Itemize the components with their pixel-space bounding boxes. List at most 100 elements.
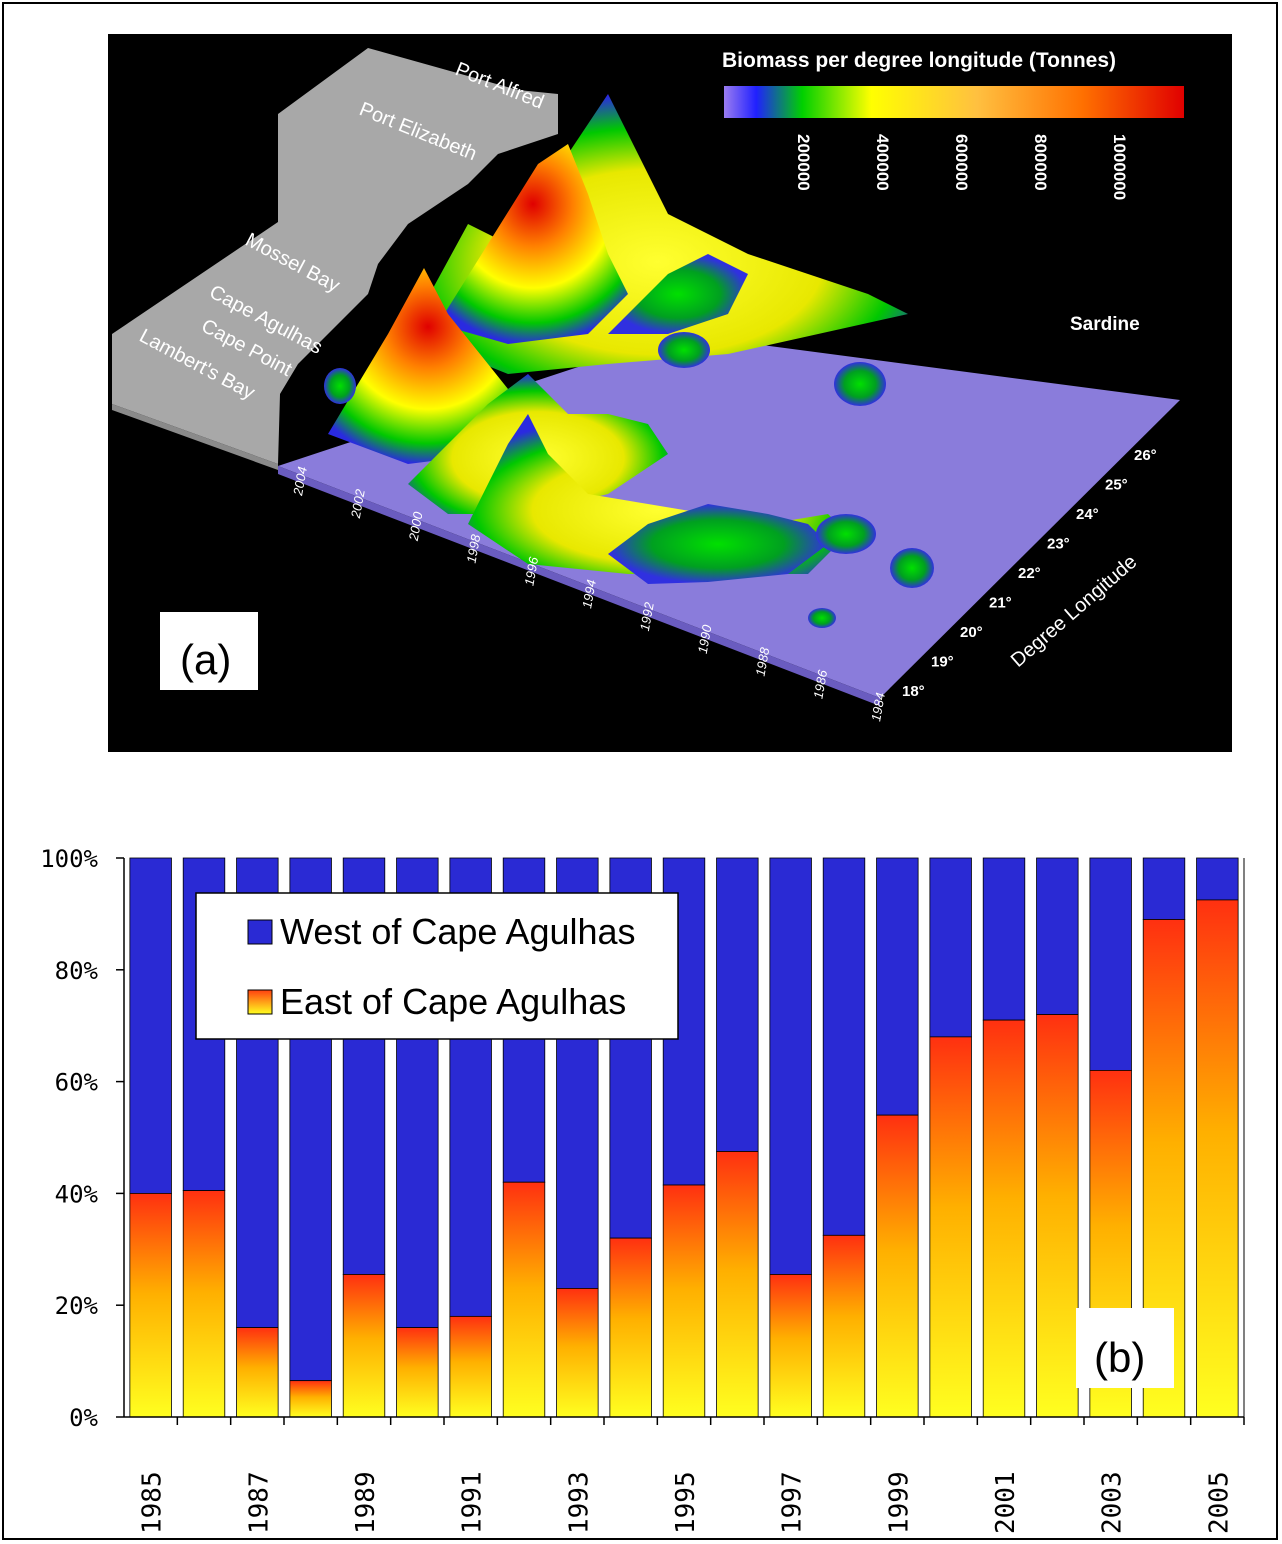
peak-red-pe [438, 144, 628, 344]
panel-a-label: (a) [180, 636, 231, 683]
y-axis: 0% 20% 40% 60% 80% 100% [40, 845, 125, 1432]
year-tick-label: 1994 [579, 578, 599, 609]
panel-a-label-box [160, 612, 258, 690]
bar-west [929, 857, 972, 1038]
bar-east [982, 1019, 1026, 1418]
year-tick-label: 1992 [637, 600, 657, 632]
bar-east [716, 1151, 759, 1418]
longitude-tick-label: 20° [960, 624, 983, 641]
colorbar-tick-label: 400000 [873, 134, 892, 191]
colorbar-tick-label: 1000000 [1110, 134, 1129, 200]
bar-east [289, 1380, 332, 1418]
bar-east [396, 1327, 439, 1418]
bar-east [342, 1274, 386, 1418]
year-tick-label: 2000 [406, 510, 426, 543]
x-tick-label: 1989 [351, 1471, 381, 1534]
colorbar-tick-label: 200000 [794, 134, 813, 191]
x-tick-label: 1997 [778, 1471, 808, 1534]
bump-5 [324, 368, 356, 404]
x-tick-label: 1991 [458, 1471, 488, 1534]
longitude-tick-label: 23° [1047, 536, 1070, 553]
longitude-tick-label: 22° [1018, 565, 1041, 582]
legend [195, 892, 679, 1040]
bar-east [822, 1234, 866, 1418]
year-tick-label: 1990 [695, 623, 715, 655]
y-tick-label: 0% [69, 1404, 98, 1432]
longitude-axis: 18° 19° 20° 21° 22° 23° 24° 25° 26° [902, 447, 1157, 700]
bar-east [876, 1114, 919, 1418]
bar-chart: 0% 20% 40% 60% 80% 100% 1985 1987 1989 1991 1993 1… [40, 845, 1245, 1534]
x-tick-label: 2005 [1204, 1471, 1234, 1534]
year-tick-label: 1986 [810, 668, 830, 700]
year-axis: 2004 2002 2000 1998 1996 1994 1992 1990 1988 1986… [290, 465, 888, 722]
x-tick-label: 1993 [564, 1471, 594, 1534]
colorbar-tick-label: 600000 [952, 134, 971, 191]
bar-west [1142, 857, 1186, 920]
x-tick-label: 1999 [884, 1471, 914, 1534]
bar-east [236, 1327, 279, 1418]
colorbar [724, 86, 1184, 118]
legend-east-swatch [247, 989, 273, 1015]
colorbar-ticks: 200000 400000 600000 800000 1000000 [794, 134, 1129, 200]
colorbar-tick-label: 800000 [1031, 134, 1050, 191]
longitude-tick-label: 18° [902, 683, 925, 700]
panel-b-bar-chart: 0% 20% 40% 60% 80% 100% 1985 1987 1989 1991 1993 1… [0, 820, 1282, 1544]
bar-west [1036, 857, 1079, 1015]
bar-east [556, 1288, 599, 1418]
bump-2 [834, 362, 886, 406]
year-tick-label: 1996 [521, 555, 541, 587]
y-tick-label: 100% [40, 845, 98, 873]
bar-west [876, 857, 919, 1116]
longitude-tick-label: 26° [1134, 447, 1157, 464]
x-tick-label: 1987 [244, 1471, 274, 1534]
year-tick-label: 1998 [464, 532, 484, 564]
y-tick-label: 20% [55, 1292, 99, 1320]
bar-east [929, 1036, 972, 1418]
panel-b-label-box [1076, 1308, 1174, 1388]
bar-west [1089, 857, 1132, 1071]
panel-b-label: (b) [1094, 1334, 1145, 1381]
year-tick-label: 1988 [753, 645, 773, 677]
legend-west-label: West of Cape Agulhas [280, 911, 636, 952]
bump-3 [890, 548, 934, 588]
x-axis: 1985 1987 1989 1991 1993 1995 1997 1999 2001 2003… [124, 1416, 1245, 1534]
ridge-near-2 [608, 504, 828, 584]
land-shape [112, 48, 558, 464]
colorbar-title: Biomass per degree longitude (Tonnes) [722, 49, 1116, 72]
y-tick-label: 60% [55, 1069, 99, 1097]
bump-1 [658, 332, 710, 368]
bar-east [609, 1237, 652, 1418]
x-tick-label: 2001 [991, 1471, 1021, 1534]
bar-east [182, 1190, 226, 1418]
y-tick-label: 80% [55, 957, 99, 985]
x-tick-label: 1985 [138, 1471, 168, 1534]
longitude-tick-label: 19° [931, 654, 954, 671]
bar-east [502, 1181, 546, 1418]
legend-east-label: East of Cape Agulhas [280, 981, 626, 1022]
year-tick-label: 2004 [290, 465, 310, 497]
legend-west-swatch [247, 919, 273, 945]
year-tick-label: 2002 [348, 487, 368, 520]
bar-west [822, 857, 866, 1236]
x-tick-label: 2003 [1098, 1471, 1128, 1534]
bar-west [1196, 857, 1239, 901]
bar-west [982, 857, 1026, 1021]
surface-edge [278, 466, 880, 706]
bar-west [769, 857, 812, 1275]
bar-east [129, 1192, 172, 1418]
surface-plot: Biomass per degree longitude (Tonnes) 20… [112, 48, 1184, 723]
bar-east [1036, 1014, 1079, 1418]
bar-east [1196, 899, 1239, 1418]
land-side [112, 404, 278, 470]
panel-a-3d-surface: Biomass per degree longitude (Tonnes) 20… [108, 34, 1232, 752]
bump-6 [816, 514, 876, 554]
y-tick-label: 40% [55, 1180, 99, 1208]
ridge-mid-green [608, 254, 748, 334]
year-tick-label: 1984 [868, 691, 888, 722]
bar-west [716, 857, 759, 1152]
bar-east [449, 1315, 492, 1418]
longitude-tick-label: 25° [1105, 477, 1128, 494]
longitude-tick-label: 21° [989, 595, 1012, 612]
bar-east [769, 1274, 812, 1418]
